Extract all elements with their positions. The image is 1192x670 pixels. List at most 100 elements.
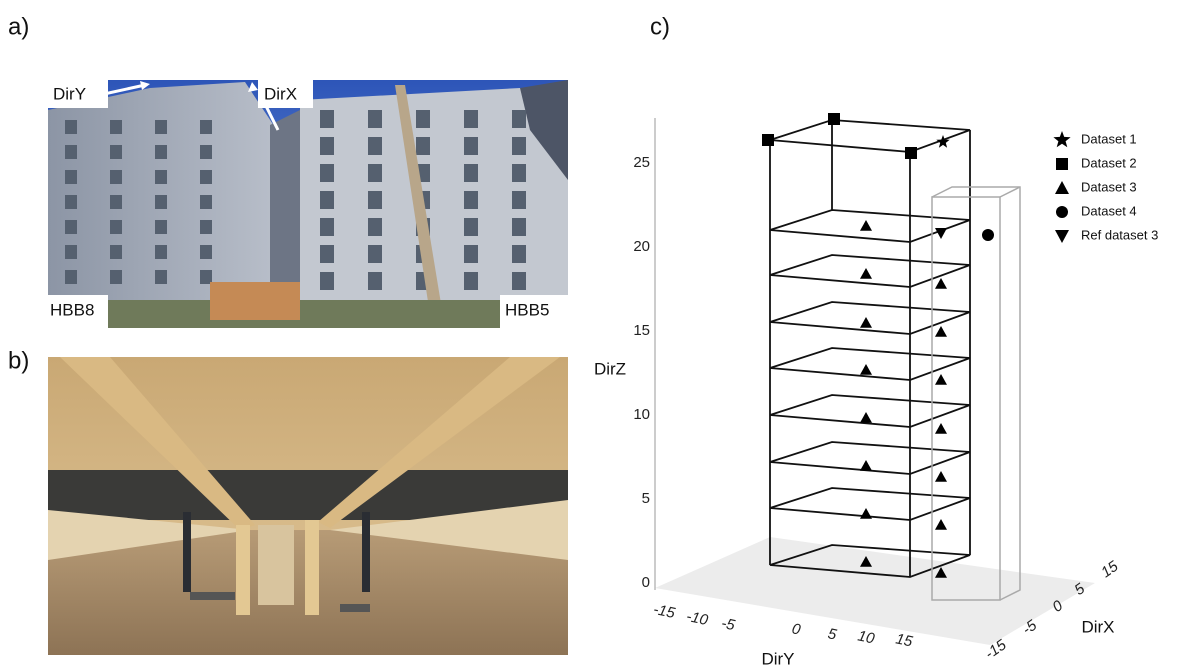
- page: {"panels": { "a": {"label": "a)", "annot…: [0, 0, 1192, 670]
- legend-triangle: [1055, 181, 1069, 194]
- figure: a) b) c) DirY DirX HBB8 HBB5: [0, 0, 1192, 670]
- window: [320, 137, 334, 155]
- legend-star: [1053, 131, 1070, 147]
- dataset2-marker: [762, 134, 774, 146]
- z-tick-label: 10: [633, 406, 650, 423]
- window: [200, 170, 212, 184]
- window: [320, 218, 334, 236]
- y-tick-label: 5: [826, 625, 838, 643]
- legend-label: Dataset 2: [1081, 155, 1137, 170]
- z-tick-label: 20: [633, 238, 650, 255]
- window: [368, 191, 382, 209]
- window: [200, 120, 212, 134]
- z-tick-label: 0: [642, 574, 650, 591]
- y-tick-label: -15: [652, 601, 677, 622]
- panel-label: a): [8, 13, 29, 40]
- window: [110, 195, 122, 209]
- building-frame: [770, 120, 970, 577]
- dataset4-marker: [982, 229, 994, 241]
- window: [464, 164, 478, 182]
- window: [416, 137, 430, 155]
- window: [368, 218, 382, 236]
- dataset2-marker: [905, 147, 917, 159]
- dataset3-marker: [860, 220, 872, 231]
- window: [464, 110, 478, 128]
- dataset1-marker: [936, 135, 949, 148]
- window: [464, 191, 478, 209]
- legend-label: Ref dataset 3: [1081, 227, 1158, 242]
- window: [65, 170, 77, 184]
- y-tick-label: -5: [720, 615, 737, 635]
- dataset3-marker: [935, 374, 947, 385]
- building-photo: [48, 80, 568, 328]
- window: [65, 145, 77, 159]
- window: [200, 245, 212, 259]
- dataset3-marker: [860, 317, 872, 328]
- window: [320, 164, 334, 182]
- window: [320, 191, 334, 209]
- markers: [762, 113, 1071, 578]
- annotation: DirX: [264, 84, 297, 103]
- annotation: DirY: [53, 84, 86, 103]
- y-tick-label: 10: [856, 627, 876, 647]
- window: [155, 245, 167, 259]
- dataset3-marker: [860, 268, 872, 279]
- window: [512, 137, 526, 155]
- panel-label: b): [8, 347, 29, 374]
- z-tick-label: 15: [633, 322, 650, 339]
- window: [200, 145, 212, 159]
- dataset3-marker: [935, 278, 947, 289]
- reference-building: [932, 187, 1020, 600]
- window: [368, 164, 382, 182]
- legend-label: Dataset 3: [1081, 179, 1137, 194]
- window: [65, 245, 77, 259]
- floor-slab: [770, 348, 970, 380]
- window: [155, 195, 167, 209]
- legend-circle: [1056, 206, 1068, 218]
- window: [512, 218, 526, 236]
- window: [155, 145, 167, 159]
- window: [110, 145, 122, 159]
- dataset3-marker: [860, 364, 872, 375]
- legend-label: Dataset 4: [1081, 203, 1137, 218]
- window: [200, 220, 212, 234]
- y-tick-label: 0: [790, 620, 802, 638]
- dataset3-marker: [860, 412, 872, 423]
- window: [464, 245, 478, 263]
- y-tick-label: 15: [894, 630, 914, 650]
- dataset3-marker: [860, 508, 872, 519]
- interior-photo: [48, 357, 568, 655]
- window: [512, 245, 526, 263]
- window: [155, 120, 167, 134]
- window: [320, 245, 334, 263]
- window: [200, 195, 212, 209]
- dataset3-marker: [935, 326, 947, 337]
- window: [368, 245, 382, 263]
- z-tick-label: 25: [633, 154, 650, 171]
- legend-label: Dataset 1: [1081, 131, 1137, 146]
- window: [155, 220, 167, 234]
- dataset3-marker: [935, 519, 947, 530]
- window: [110, 120, 122, 134]
- window: [200, 270, 212, 284]
- window: [464, 137, 478, 155]
- legend-square: [1056, 158, 1068, 170]
- window: [320, 110, 334, 128]
- window: [464, 272, 478, 290]
- annotation: HBB8: [50, 300, 94, 319]
- window: [368, 110, 382, 128]
- window: [110, 270, 122, 284]
- window: [110, 220, 122, 234]
- window: [155, 270, 167, 284]
- window: [65, 120, 77, 134]
- window: [110, 245, 122, 259]
- dataset3-marker: [860, 460, 872, 471]
- roof: [770, 120, 970, 152]
- window: [368, 137, 382, 155]
- window: [512, 272, 526, 290]
- window: [65, 195, 77, 209]
- window: [368, 272, 382, 290]
- window: [512, 164, 526, 182]
- ref-dataset3-marker: [935, 228, 947, 239]
- y-tick-label: -10: [685, 608, 710, 629]
